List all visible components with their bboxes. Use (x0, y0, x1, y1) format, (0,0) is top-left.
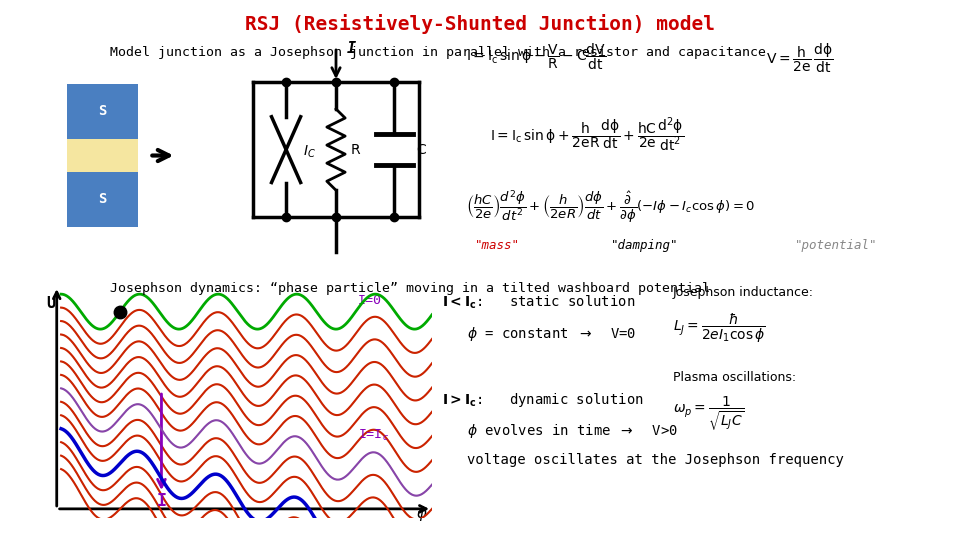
Text: Model junction as a Josephson junction in parallel with a resistor and capacitan: Model junction as a Josephson junction i… (110, 46, 766, 59)
Text: voltage oscillates at the Josephson frequency: voltage oscillates at the Josephson freq… (468, 453, 844, 467)
Text: $\phi$ evolves in time $\rightarrow$  V>0: $\phi$ evolves in time $\rightarrow$ V>0 (468, 422, 679, 440)
Text: U: U (46, 296, 55, 310)
Text: $\omega_p = \dfrac{1}{\sqrt{L_J C}}$: $\omega_p = \dfrac{1}{\sqrt{L_J C}}$ (673, 395, 744, 433)
Text: S: S (98, 104, 107, 118)
Text: $I_C$: $I_C$ (302, 143, 316, 160)
Text: $L_J = \dfrac{\hbar}{2eI_1\cos\phi}$: $L_J = \dfrac{\hbar}{2eI_1\cos\phi}$ (673, 312, 765, 345)
Text: R: R (350, 143, 360, 157)
Text: Josephson inductance:: Josephson inductance: (673, 286, 818, 299)
Text: Plasma oscillations:: Plasma oscillations: (673, 372, 800, 384)
Text: I: I (347, 41, 355, 56)
Text: "mass": "mass" (475, 239, 520, 252)
Text: Josephson dynamics: “phase particle” moving in a tilted washboard potential: Josephson dynamics: “phase particle” mov… (110, 282, 710, 295)
Text: C: C (416, 143, 425, 157)
Text: I=I$_c$: I=I$_c$ (358, 428, 389, 443)
Text: S: S (98, 192, 107, 206)
Bar (66, 84, 138, 139)
Text: $\phi$ = constant $\rightarrow$  V=0: $\phi$ = constant $\rightarrow$ V=0 (468, 325, 636, 343)
Text: $\left(\dfrac{hC}{2e}\right)\dfrac{d^2\phi}{dt^2}+\left(\dfrac{h}{2eR}\right)\df: $\left(\dfrac{hC}{2e}\right)\dfrac{d^2\p… (466, 189, 755, 226)
Bar (66, 139, 138, 172)
Text: $\mathrm{V = \dfrac{h}{2e}\,\dfrac{d\phi}{dt}}$: $\mathrm{V = \dfrac{h}{2e}\,\dfrac{d\phi… (766, 42, 834, 75)
Text: "potential": "potential" (795, 239, 877, 252)
Text: I: I (156, 492, 166, 510)
Text: $\phi$: $\phi$ (416, 504, 427, 523)
Text: RSJ (Resistively-Shunted Junction) model: RSJ (Resistively-Shunted Junction) model (245, 14, 715, 33)
Text: $\mathbf{I < I_c}$:   static solution: $\mathbf{I < I_c}$: static solution (442, 294, 635, 312)
Text: "damping": "damping" (611, 239, 679, 252)
Text: $\mathbf{I > I_c}$:   dynamic solution: $\mathbf{I > I_c}$: dynamic solution (442, 391, 643, 409)
Text: $\mathrm{I = I_c\,sin\,\phi + \dfrac{h}{2eR}\dfrac{d\phi}{dt} + \dfrac{hC}{2e}\d: $\mathrm{I = I_c\,sin\,\phi + \dfrac{h}{… (490, 115, 684, 154)
Text: I=0: I=0 (358, 294, 382, 307)
Text: $\mathrm{I = I_c\,sin\,\phi - \dfrac{V}{R} - C\dfrac{dV}{dt}}$: $\mathrm{I = I_c\,sin\,\phi - \dfrac{V}{… (466, 42, 606, 72)
Bar (66, 172, 138, 227)
